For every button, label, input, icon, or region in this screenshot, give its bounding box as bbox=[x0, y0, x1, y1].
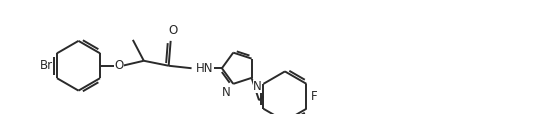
Text: HN: HN bbox=[196, 62, 213, 75]
Text: Br: Br bbox=[40, 59, 53, 72]
Text: O: O bbox=[168, 24, 178, 37]
Text: N: N bbox=[253, 80, 262, 93]
Text: N: N bbox=[222, 86, 231, 99]
Text: F: F bbox=[310, 90, 317, 103]
Text: O: O bbox=[114, 59, 124, 72]
